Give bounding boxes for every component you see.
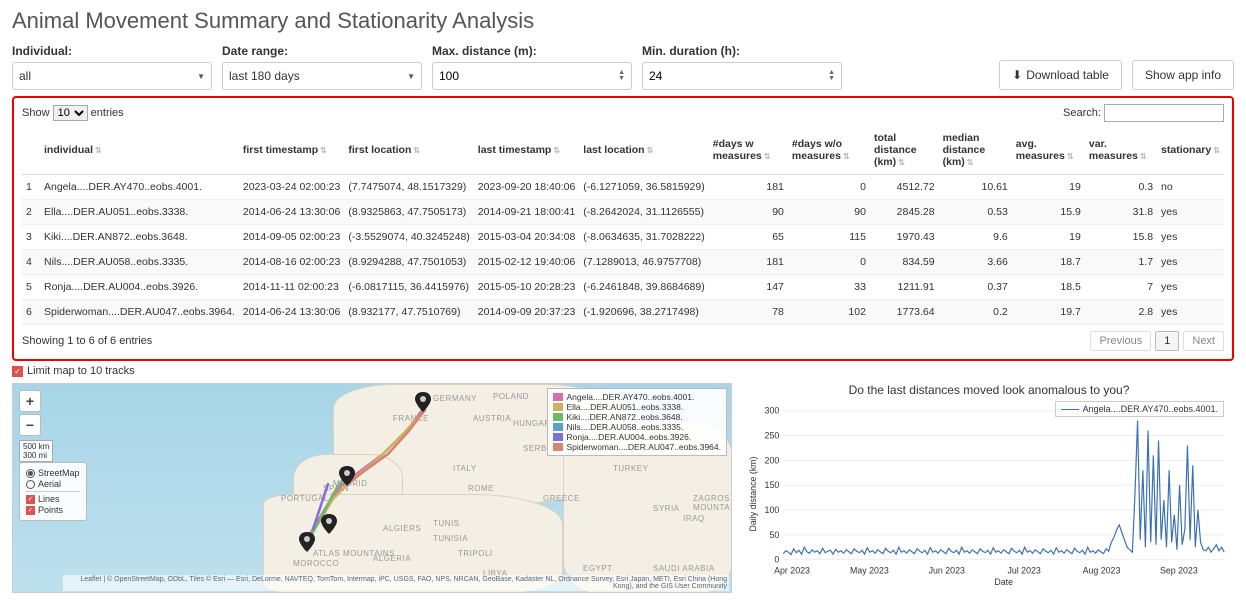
download-button[interactable]: ⬇ Download table bbox=[999, 60, 1122, 90]
zoom-in-button[interactable]: + bbox=[19, 390, 41, 412]
show-entries: Show 10 entries bbox=[22, 105, 124, 121]
svg-text:Sep 2023: Sep 2023 bbox=[1160, 565, 1198, 575]
col-header[interactable]: first location⇅ bbox=[344, 126, 473, 175]
chart-legend: Angela....DER.AY470..eobs.4001. bbox=[1055, 401, 1224, 417]
table-row[interactable]: 3Kiki....DER.AN872..eobs.3648.2014-09-05… bbox=[22, 225, 1224, 250]
search-label: Search: bbox=[1063, 107, 1101, 119]
svg-text:50: 50 bbox=[769, 530, 779, 540]
show-post: entries bbox=[91, 107, 124, 119]
caret-down-icon: ▼ bbox=[407, 72, 415, 81]
table-row[interactable]: 2Ella....DER.AU051..eobs.3338.2014-06-24… bbox=[22, 200, 1224, 225]
legend-item: Ella....DER.AU051..eobs.3338. bbox=[553, 402, 721, 412]
col-header[interactable]: stationary⇅ bbox=[1157, 126, 1224, 175]
col-header[interactable]: last timestamp⇅ bbox=[474, 126, 580, 175]
next-button[interactable]: Next bbox=[1183, 331, 1224, 351]
table-row[interactable]: 6Spiderwoman....DER.AU047..eobs.3964.201… bbox=[22, 300, 1224, 325]
spinner-icon[interactable]: ▲▼ bbox=[828, 70, 835, 82]
map-attribution: Leaflet | © OpenStreetMap, ODbL, Tiles ©… bbox=[63, 575, 729, 591]
table-info: Showing 1 to 6 of 6 entries bbox=[22, 335, 152, 347]
col-header[interactable]: var. measures⇅ bbox=[1085, 126, 1157, 175]
layer-control[interactable]: StreetMap Aerial ✓Lines ✓Points bbox=[19, 462, 87, 521]
map-marker-icon[interactable] bbox=[299, 532, 315, 552]
show-entries-select[interactable]: 10 bbox=[53, 105, 88, 121]
download-icon: ⬇ bbox=[1012, 68, 1022, 82]
map-marker-icon[interactable] bbox=[415, 392, 431, 412]
svg-text:150: 150 bbox=[765, 480, 780, 490]
svg-text:100: 100 bbox=[765, 505, 780, 515]
download-label: Download table bbox=[1026, 68, 1109, 82]
show-pre: Show bbox=[22, 107, 50, 119]
chart-title: Do the last distances moved look anomalo… bbox=[744, 383, 1234, 397]
data-table-wrap: Show 10 entries Search: individual⇅first… bbox=[12, 96, 1234, 361]
map-panel[interactable]: FRANCEGERMANYSPAINITALYPORTUGALMOROCCOAL… bbox=[12, 383, 732, 593]
checkbox-lines[interactable]: ✓ bbox=[26, 495, 35, 504]
daterange-label: Date range: bbox=[222, 44, 422, 58]
appinfo-button[interactable]: Show app info bbox=[1132, 60, 1234, 90]
individual-select[interactable]: all ▼ bbox=[12, 62, 212, 90]
maxdist-label: Max. distance (m): bbox=[432, 44, 632, 58]
mindur-input[interactable]: ▲▼ bbox=[642, 62, 842, 90]
legend-item: Ronja....DER.AU004..eobs.3926. bbox=[553, 432, 721, 442]
svg-text:300: 300 bbox=[765, 406, 780, 416]
maxdist-field[interactable] bbox=[439, 69, 618, 83]
legend-item: Angela....DER.AY470..eobs.4001. bbox=[553, 392, 721, 402]
col-header[interactable]: median distance (km)⇅ bbox=[939, 126, 1012, 175]
col-header[interactable]: avg. measures⇅ bbox=[1012, 126, 1085, 175]
page-title: Animal Movement Summary and Stationarity… bbox=[12, 8, 1234, 34]
svg-text:Daily distance (km): Daily distance (km) bbox=[748, 456, 758, 531]
daterange-select[interactable]: last 180 days ▼ bbox=[222, 62, 422, 90]
prev-button[interactable]: Previous bbox=[1090, 331, 1151, 351]
col-header[interactable]: first timestamp⇅ bbox=[239, 126, 345, 175]
limit-label: Limit map to 10 tracks bbox=[27, 365, 135, 377]
table-row[interactable]: 4Nils....DER.AU058..eobs.3335.2014-08-16… bbox=[22, 250, 1224, 275]
svg-text:Jun 2023: Jun 2023 bbox=[929, 565, 965, 575]
caret-down-icon: ▼ bbox=[197, 72, 205, 81]
spinner-icon[interactable]: ▲▼ bbox=[618, 70, 625, 82]
pager: Previous 1 Next bbox=[1090, 331, 1224, 351]
checkbox-points[interactable]: ✓ bbox=[26, 506, 35, 515]
map-marker-icon[interactable] bbox=[321, 514, 337, 534]
col-header[interactable]: #days w measures⇅ bbox=[709, 126, 788, 175]
maxdist-input[interactable]: ▲▼ bbox=[432, 62, 632, 90]
map-marker-icon[interactable] bbox=[339, 466, 355, 486]
legend-item: Nils....DER.AU058..eobs.3335. bbox=[553, 422, 721, 432]
legend-line-icon bbox=[1061, 409, 1079, 410]
svg-text:May 2023: May 2023 bbox=[850, 565, 889, 575]
table-row[interactable]: 1Angela....DER.AY470..eobs.4001.2023-03-… bbox=[22, 175, 1224, 200]
svg-text:Apr 2023: Apr 2023 bbox=[774, 565, 810, 575]
legend-item: Spiderwoman....DER.AU047..eobs.3964. bbox=[553, 442, 721, 452]
svg-text:200: 200 bbox=[765, 455, 780, 465]
col-header[interactable]: #days w/o measures⇅ bbox=[788, 126, 870, 175]
radio-aerial[interactable] bbox=[26, 480, 35, 489]
zoom-out-button[interactable]: − bbox=[19, 414, 41, 436]
svg-text:Date: Date bbox=[994, 577, 1013, 587]
table-row[interactable]: 5Ronja....DER.AU004..eobs.3926.2014-11-1… bbox=[22, 275, 1224, 300]
mindur-label: Min. duration (h): bbox=[642, 44, 842, 58]
legend-label: Angela....DER.AY470..eobs.4001. bbox=[1083, 404, 1218, 414]
col-header[interactable]: total distance (km)⇅ bbox=[870, 126, 939, 175]
individual-value: all bbox=[19, 69, 31, 83]
mindur-field[interactable] bbox=[649, 69, 828, 83]
svg-text:Aug 2023: Aug 2023 bbox=[1083, 565, 1121, 575]
radio-streetmap[interactable] bbox=[26, 469, 35, 478]
limit-checkbox[interactable]: ✓ bbox=[12, 366, 23, 377]
svg-text:250: 250 bbox=[765, 430, 780, 440]
filter-row: Individual: all ▼ Date range: last 180 d… bbox=[12, 44, 1234, 90]
search-input[interactable] bbox=[1104, 104, 1224, 122]
legend-item: Kiki....DER.AN872..eobs.3648. bbox=[553, 412, 721, 422]
individual-label: Individual: bbox=[12, 44, 212, 58]
data-table: individual⇅first timestamp⇅first locatio… bbox=[22, 126, 1224, 325]
chart-panel: Do the last distances moved look anomalo… bbox=[744, 383, 1234, 593]
line-chart: 0 50 100 150 200 250 300 Apr 2023 May 2023 Jun 20… bbox=[744, 399, 1234, 589]
map-scale: 500 km 300 mi bbox=[19, 440, 53, 462]
appinfo-label: Show app info bbox=[1145, 68, 1221, 82]
page-button[interactable]: 1 bbox=[1155, 331, 1179, 351]
svg-text:0: 0 bbox=[774, 555, 779, 565]
daterange-value: last 180 days bbox=[229, 69, 300, 83]
col-header[interactable]: last location⇅ bbox=[579, 126, 708, 175]
map-legend: Angela....DER.AY470..eobs.4001.Ella....D… bbox=[547, 388, 727, 456]
svg-text:Jul 2023: Jul 2023 bbox=[1007, 565, 1040, 575]
col-header[interactable]: individual⇅ bbox=[40, 126, 239, 175]
